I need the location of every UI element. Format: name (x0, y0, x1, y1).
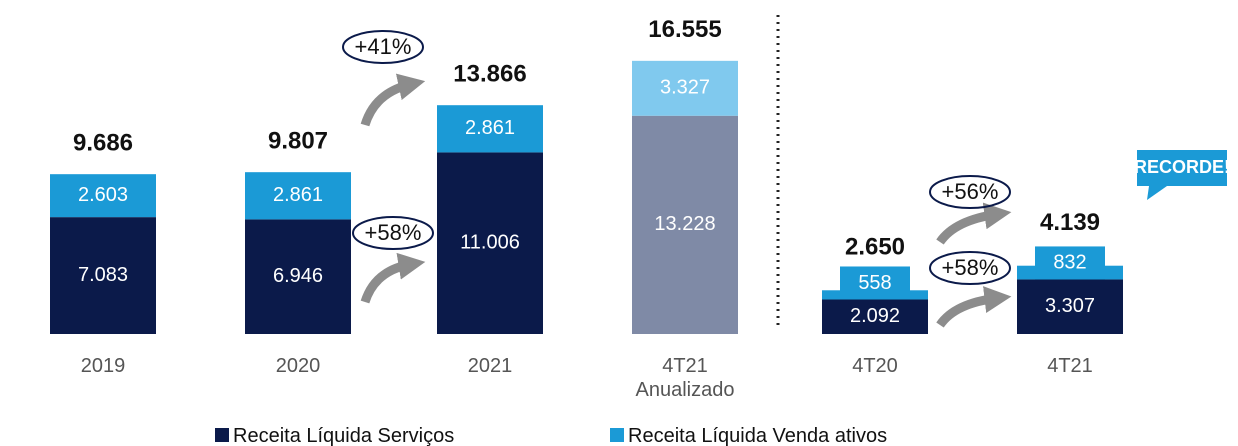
value-label: 832 (1053, 252, 1086, 274)
x-tick-label: 4T21 Anualizado (635, 355, 735, 401)
legend-item: Receita Líquida Serviços (215, 424, 454, 446)
value-label: 2.861 (273, 184, 323, 206)
value-label: 13.228 (654, 213, 715, 235)
x-tick-label: 2019 (80, 355, 126, 377)
label-box (840, 266, 910, 300)
arrows (360, 73, 1012, 328)
growth-label: +58% (942, 255, 999, 280)
x-tick-label: 4T20 (852, 355, 898, 377)
bar-segment (632, 115, 738, 334)
growth-label: +58% (365, 220, 422, 245)
legend-swatch (215, 428, 229, 442)
growth-label: +56% (942, 179, 999, 204)
total-label: 4.139 (1040, 209, 1100, 236)
value-label: 3.307 (1045, 295, 1095, 317)
value-label: 11.006 (460, 231, 520, 253)
bar-segment (822, 299, 928, 334)
callout-label: RECORDE! (1134, 157, 1230, 177)
bar-segment (1017, 279, 1123, 334)
bar-segment (437, 105, 543, 153)
total-label: 13.866 (453, 61, 526, 88)
value-label: 2.603 (78, 184, 128, 206)
value-label: 7.083 (78, 264, 128, 286)
label-box (1035, 246, 1105, 280)
x-tick-label: 2021 (467, 355, 513, 377)
bar-segment (632, 60, 738, 116)
total-label: 16.555 (648, 16, 721, 43)
value-label: 3.327 (660, 77, 710, 99)
bar-segment (245, 219, 351, 334)
value-label: 6.946 (273, 265, 323, 287)
legend-label: Receita Líquida Venda ativos (628, 425, 888, 446)
ellipses (342, 30, 1011, 285)
bar-segment (50, 217, 156, 334)
value-label: 558 (858, 272, 891, 294)
x-tick-label: 2020 (275, 355, 321, 377)
total-label: 2.650 (845, 234, 905, 261)
total-label: 9.686 (73, 130, 133, 157)
total-label: 9.807 (268, 128, 328, 155)
x-tick-label: 4T21 (1047, 355, 1093, 377)
legend-label: Receita Líquida Serviços (233, 425, 455, 446)
legend-swatch (610, 428, 624, 442)
legend-item: Receita Líquida Venda ativos (610, 424, 887, 446)
callout-box (1137, 150, 1227, 200)
bar-segment (245, 172, 351, 220)
bar-segment (437, 152, 543, 334)
growth-label: +41% (355, 34, 412, 59)
value-label: 2.092 (850, 305, 900, 327)
bar-segment (50, 174, 156, 218)
value-label: 2.861 (465, 117, 515, 139)
